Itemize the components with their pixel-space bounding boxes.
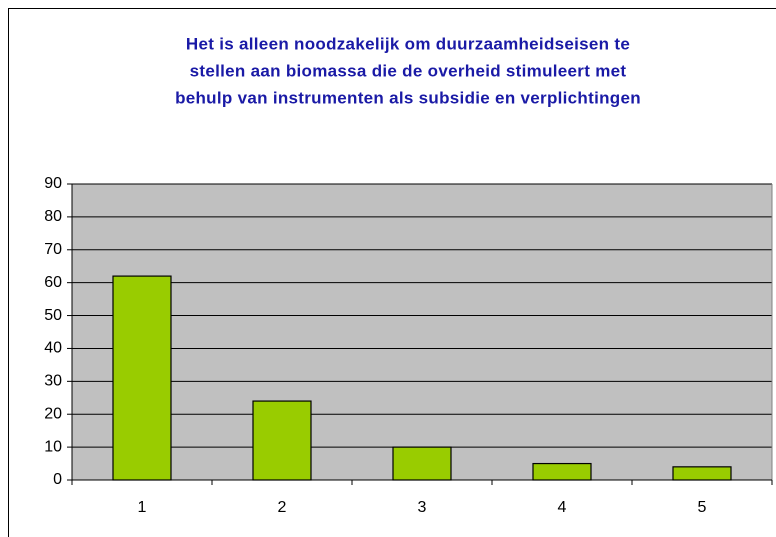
- x-tick-label: 5: [698, 499, 707, 516]
- y-tick-label: 90: [44, 175, 62, 192]
- y-tick-label: 70: [44, 241, 62, 258]
- x-tick-label: 3: [418, 499, 427, 516]
- chart-title: Het is alleen noodzakelijk om duurzaamhe…: [186, 34, 630, 53]
- bar: [252, 400, 312, 481]
- bar: [672, 466, 732, 481]
- y-tick-label: 20: [44, 405, 62, 422]
- bar: [112, 275, 172, 481]
- y-tick-label: 30: [44, 373, 62, 390]
- plot-area: [72, 184, 772, 480]
- chart-frame: [8, 8, 776, 537]
- y-tick-label: 10: [44, 438, 62, 455]
- x-tick-label: 4: [558, 499, 567, 516]
- x-tick-label: 2: [278, 499, 287, 516]
- x-tick-label: 1: [138, 499, 147, 516]
- y-tick-label: 0: [53, 471, 62, 488]
- bar: [392, 446, 452, 481]
- y-tick-label: 50: [44, 307, 62, 324]
- chart-title: stellen aan biomassa die de overheid sti…: [190, 61, 627, 80]
- chart-title: behulp van instrumenten als subsidie en …: [175, 88, 641, 107]
- bar: [532, 462, 592, 481]
- y-tick-label: 40: [44, 340, 62, 357]
- y-tick-label: 80: [44, 208, 62, 225]
- y-tick-label: 60: [44, 274, 62, 291]
